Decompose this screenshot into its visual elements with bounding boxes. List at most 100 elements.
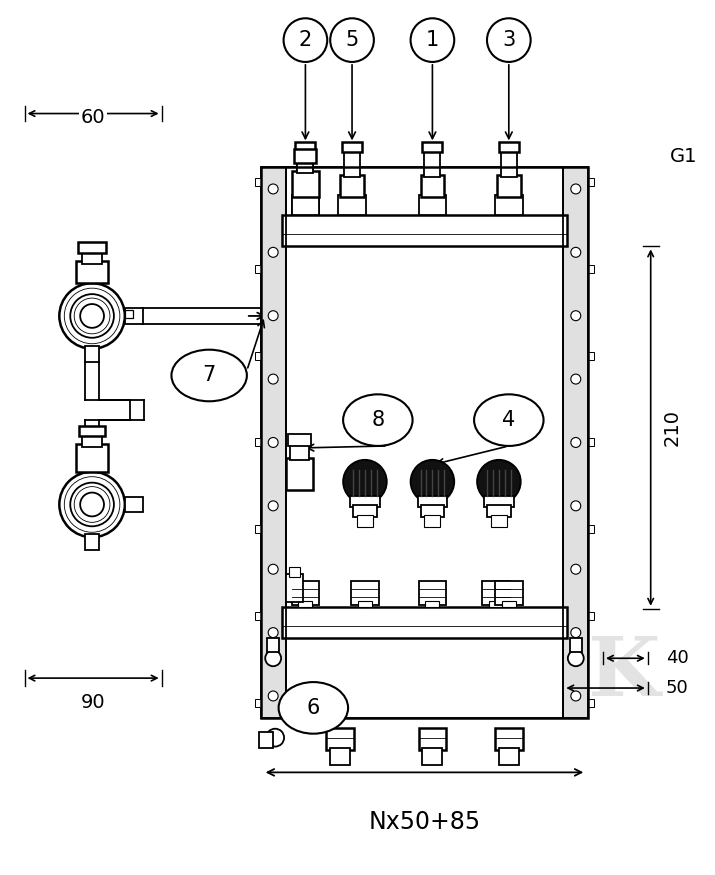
Bar	[125, 496, 143, 513]
Circle shape	[268, 627, 278, 638]
Circle shape	[80, 304, 104, 328]
Bar	[295, 150, 316, 163]
Bar	[267, 639, 279, 653]
Circle shape	[268, 438, 278, 447]
Circle shape	[59, 472, 125, 537]
Text: 5: 5	[345, 30, 359, 50]
Bar	[255, 265, 261, 273]
Ellipse shape	[343, 395, 413, 446]
Circle shape	[284, 18, 327, 62]
Bar	[491, 515, 507, 528]
Circle shape	[571, 374, 581, 384]
Circle shape	[571, 184, 581, 194]
Text: 210: 210	[663, 410, 681, 446]
Bar	[292, 195, 320, 214]
Bar	[255, 438, 261, 446]
Bar	[499, 143, 519, 152]
Bar	[261, 167, 588, 718]
Circle shape	[268, 311, 278, 320]
Bar	[495, 195, 523, 214]
Bar	[78, 242, 106, 254]
Circle shape	[70, 483, 114, 526]
Bar	[502, 601, 516, 606]
Bar	[588, 699, 594, 707]
Bar	[340, 175, 364, 197]
Bar	[255, 352, 261, 360]
Bar	[259, 732, 272, 747]
Bar	[255, 699, 261, 707]
Bar	[85, 346, 99, 361]
Bar	[418, 495, 448, 507]
Text: Nx50+85: Nx50+85	[368, 810, 480, 834]
Bar	[588, 612, 594, 620]
Bar	[297, 161, 313, 173]
Bar	[298, 601, 312, 606]
Circle shape	[266, 729, 284, 746]
Bar	[77, 444, 108, 472]
Text: 6: 6	[307, 698, 320, 717]
Bar	[85, 535, 99, 550]
Circle shape	[571, 311, 581, 320]
Bar	[425, 150, 440, 177]
Circle shape	[70, 294, 114, 338]
Bar	[285, 167, 563, 718]
Bar	[588, 265, 594, 273]
Bar	[289, 567, 300, 577]
Text: K: K	[587, 634, 659, 713]
Bar	[285, 458, 313, 490]
Bar	[563, 167, 588, 718]
Circle shape	[330, 18, 374, 62]
Bar	[423, 747, 443, 766]
Bar	[350, 495, 380, 507]
Bar	[418, 195, 446, 214]
Bar	[495, 728, 523, 750]
Bar	[292, 172, 320, 197]
Bar	[499, 747, 519, 766]
Circle shape	[571, 500, 581, 511]
Bar	[425, 601, 439, 606]
Bar	[501, 150, 517, 177]
Bar	[282, 606, 568, 639]
Circle shape	[343, 460, 387, 503]
Bar	[295, 143, 315, 152]
Bar	[255, 525, 261, 533]
Text: 2: 2	[299, 30, 312, 50]
Bar	[82, 250, 102, 264]
Circle shape	[268, 500, 278, 511]
Bar	[285, 574, 303, 602]
Bar	[292, 581, 320, 605]
Circle shape	[268, 184, 278, 194]
Bar	[82, 433, 102, 447]
Bar	[495, 581, 523, 605]
Bar	[484, 495, 514, 507]
Bar	[489, 601, 503, 606]
Bar	[351, 581, 379, 605]
Bar	[423, 143, 443, 152]
Bar	[282, 214, 568, 247]
Circle shape	[268, 248, 278, 257]
Text: 3: 3	[502, 30, 516, 50]
Circle shape	[410, 460, 454, 503]
Circle shape	[571, 691, 581, 701]
Bar	[261, 167, 285, 718]
Circle shape	[268, 564, 278, 574]
Circle shape	[571, 627, 581, 638]
Text: 8: 8	[371, 410, 385, 430]
Bar	[77, 262, 108, 284]
Bar	[342, 143, 362, 152]
Text: 40: 40	[666, 649, 689, 668]
Circle shape	[571, 564, 581, 574]
Bar	[358, 601, 372, 606]
Bar	[338, 195, 366, 214]
Text: 60: 60	[81, 108, 105, 128]
Circle shape	[268, 374, 278, 384]
Bar	[418, 581, 446, 605]
Bar	[292, 195, 320, 214]
Circle shape	[80, 493, 104, 516]
Bar	[420, 506, 444, 517]
Text: 4: 4	[502, 410, 516, 430]
Bar	[425, 515, 440, 528]
Text: 7: 7	[202, 366, 216, 386]
Text: G1: G1	[669, 147, 697, 166]
Bar	[79, 426, 105, 436]
